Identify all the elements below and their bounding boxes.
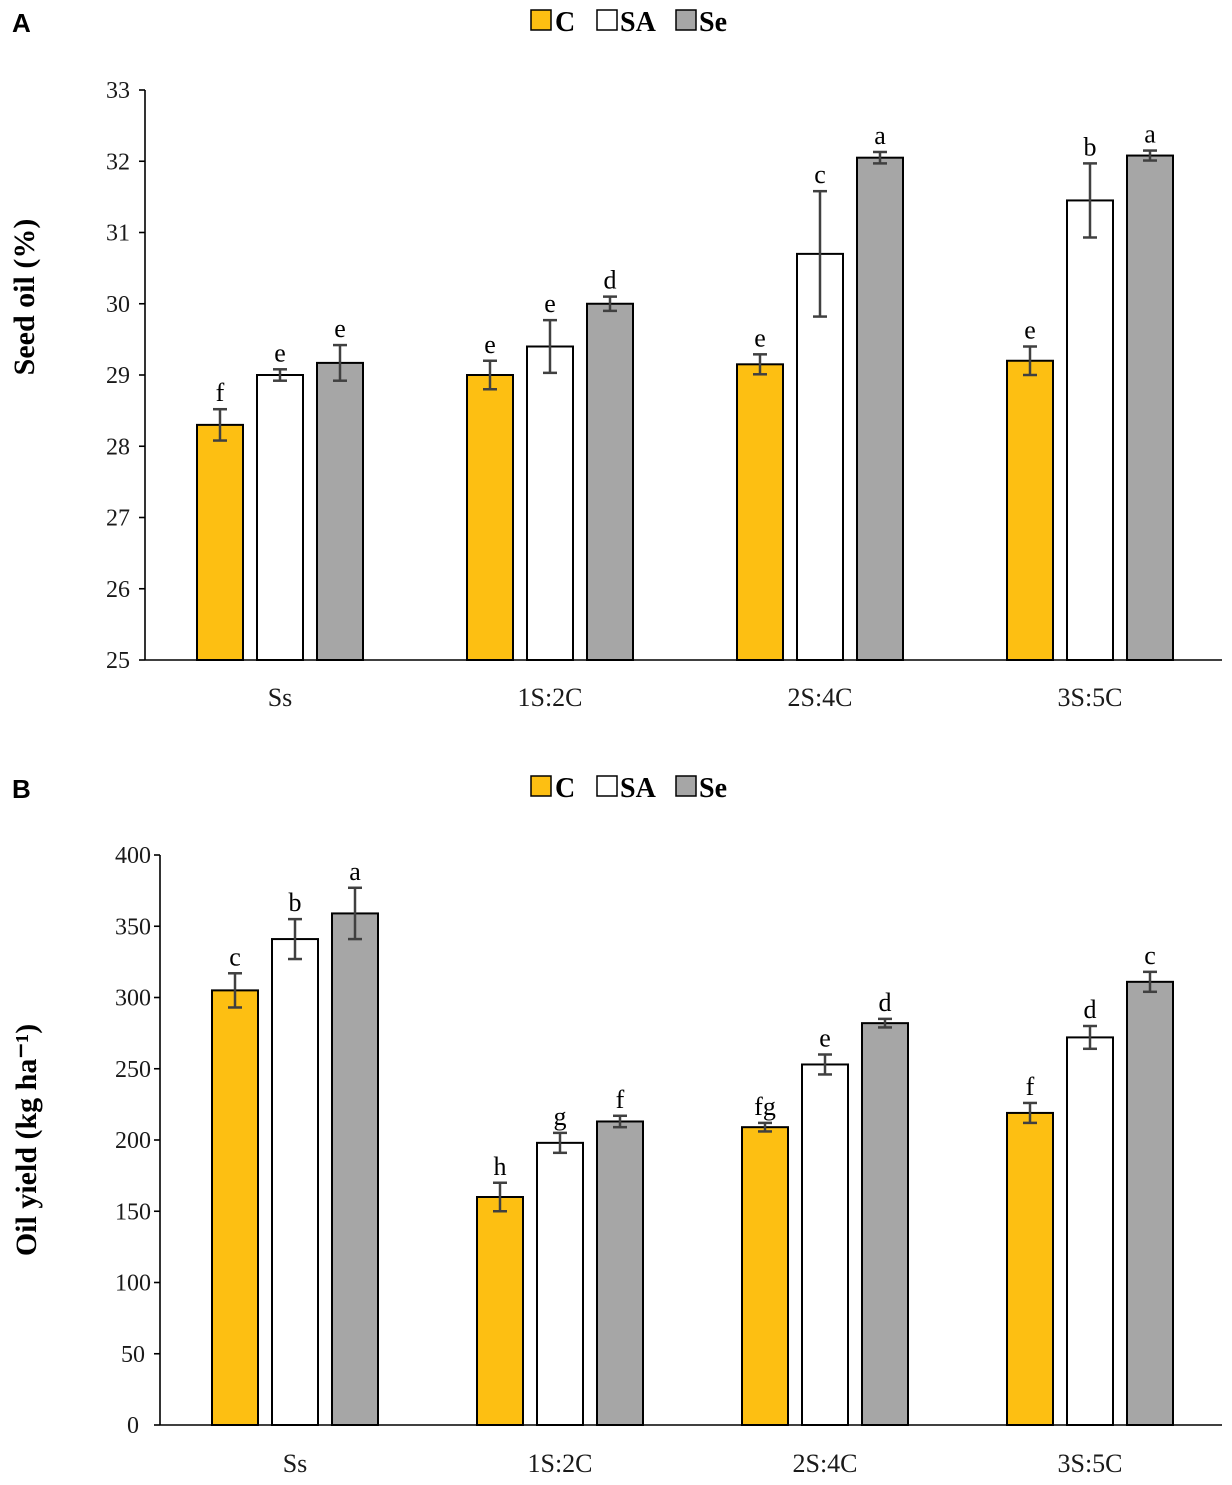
- x-category-label: 3S:5C: [1057, 1449, 1122, 1478]
- significance-label: b: [1084, 132, 1097, 161]
- x-category-label: 1S:2C: [517, 683, 582, 712]
- bar-c: [466, 374, 514, 661]
- panel-a-legend: C SA Se: [530, 7, 727, 38]
- y-tick-label: 30: [106, 292, 130, 318]
- bar-c: [476, 1196, 524, 1426]
- bar-se: [596, 1120, 644, 1426]
- bar-sa: [801, 1063, 849, 1426]
- significance-label: fg: [754, 1092, 776, 1121]
- legend-label-c: C: [555, 773, 575, 804]
- legend-label-c: C: [555, 7, 575, 38]
- significance-label: g: [554, 1102, 567, 1131]
- y-tick-label: 33: [106, 78, 130, 104]
- significance-label: d: [1084, 995, 1097, 1024]
- panel-b-y-axis-label: Oil yield (kg ha⁻¹): [10, 1024, 43, 1256]
- bar-sa: [536, 1141, 584, 1426]
- y-tick-label: 200: [115, 1128, 151, 1154]
- bar-se: [1126, 154, 1174, 662]
- panel-a-y-axis-label: Seed oil (%): [8, 219, 41, 376]
- significance-label: h: [494, 1152, 507, 1181]
- legend-swatch-sa: [596, 775, 618, 797]
- bar-c: [211, 989, 259, 1426]
- panel-a: A C SA Se Seed oil (%) 25 26 27 28 29 30 31 32 3…: [8, 7, 1222, 712]
- significance-label: e: [334, 314, 346, 343]
- y-tick-label: 250: [115, 1057, 151, 1083]
- y-tick-label: 27: [106, 506, 130, 532]
- significance-label: e: [819, 1024, 831, 1053]
- significance-label: d: [879, 988, 892, 1017]
- y-tick-label: 31: [106, 221, 130, 247]
- bar-sa: [1066, 1036, 1114, 1427]
- panel-b-legend: C SA Se: [530, 773, 727, 804]
- significance-label: c: [229, 942, 241, 971]
- x-category-label: 3S:5C: [1057, 683, 1122, 712]
- y-tick-label: 100: [115, 1271, 151, 1297]
- bar-c: [736, 363, 784, 661]
- x-category-label: 2S:4C: [787, 683, 852, 712]
- bar-se: [856, 156, 904, 661]
- legend-swatch-c: [530, 775, 552, 797]
- y-tick-label: 28: [106, 434, 130, 460]
- y-tick-label: 0: [127, 1413, 139, 1439]
- x-category-label: Ss: [283, 1449, 308, 1478]
- bar-c: [1006, 359, 1054, 661]
- significance-label: e: [544, 289, 556, 318]
- legend-swatch-c: [530, 9, 552, 31]
- bar-c: [741, 1126, 789, 1427]
- bar-se: [316, 361, 364, 661]
- legend-label-sa: SA: [620, 773, 657, 804]
- y-tick-label: 50: [121, 1342, 145, 1368]
- y-tick-label: 350: [115, 914, 151, 940]
- bar-sa: [526, 345, 574, 661]
- bar-c: [196, 423, 244, 661]
- legend-swatch-se: [675, 9, 697, 31]
- bar-sa: [796, 252, 844, 661]
- y-tick-label: 29: [106, 363, 130, 389]
- legend-label-sa: SA: [620, 7, 657, 38]
- bar-se: [1126, 980, 1174, 1426]
- y-tick-label: 26: [106, 577, 130, 603]
- significance-label: f: [1026, 1072, 1035, 1101]
- x-category-label: 1S:2C: [527, 1449, 592, 1478]
- significance-label: e: [274, 338, 286, 367]
- significance-label: a: [349, 857, 361, 886]
- y-tick-label: 300: [115, 986, 151, 1012]
- bar-se: [861, 1022, 909, 1427]
- significance-label: f: [616, 1085, 625, 1114]
- legend-swatch-se: [675, 775, 697, 797]
- bar-sa: [1066, 199, 1114, 661]
- panel-b-plot: 0 50 100 150 200 250 300 350 400 Ss 1S:2C 2S:4C 3S:5…: [115, 843, 1222, 1478]
- bar-sa: [271, 938, 319, 1426]
- y-tick-label: 400: [115, 843, 151, 869]
- significance-label: c: [814, 160, 826, 189]
- x-category-label: Ss: [268, 683, 293, 712]
- panel-b: B C SA Se Oil yield (kg ha⁻¹) 0 50 100 150 2…: [10, 773, 1222, 1478]
- significance-label: a: [1144, 120, 1156, 149]
- x-category-label: 2S:4C: [792, 1449, 857, 1478]
- significance-label: e: [1024, 316, 1036, 345]
- significance-label: d: [604, 266, 617, 295]
- legend-label-se: Se: [699, 7, 727, 38]
- legend-label-se: Se: [699, 773, 727, 804]
- panel-a-letter: A: [12, 8, 31, 38]
- significance-label: a: [874, 121, 886, 150]
- y-tick-label: 25: [106, 648, 130, 674]
- y-tick-label: 150: [115, 1199, 151, 1225]
- y-tick-label: 32: [106, 149, 130, 175]
- panel-a-plot: 25 26 27 28 29 30 31 32 33 Ss 1S:2C 2S:4C 3S:5C f e e e e…: [106, 78, 1222, 712]
- significance-label: c: [1144, 941, 1156, 970]
- bar-c: [1006, 1111, 1054, 1427]
- significance-label: f: [216, 378, 225, 407]
- panel-b-letter: B: [12, 774, 31, 804]
- significance-label: b: [289, 888, 302, 917]
- significance-label: e: [754, 323, 766, 352]
- significance-label: e: [484, 330, 496, 359]
- legend-swatch-sa: [596, 9, 618, 31]
- bar-se: [586, 302, 634, 661]
- bar-se: [331, 912, 379, 1426]
- bar-sa: [256, 374, 304, 661]
